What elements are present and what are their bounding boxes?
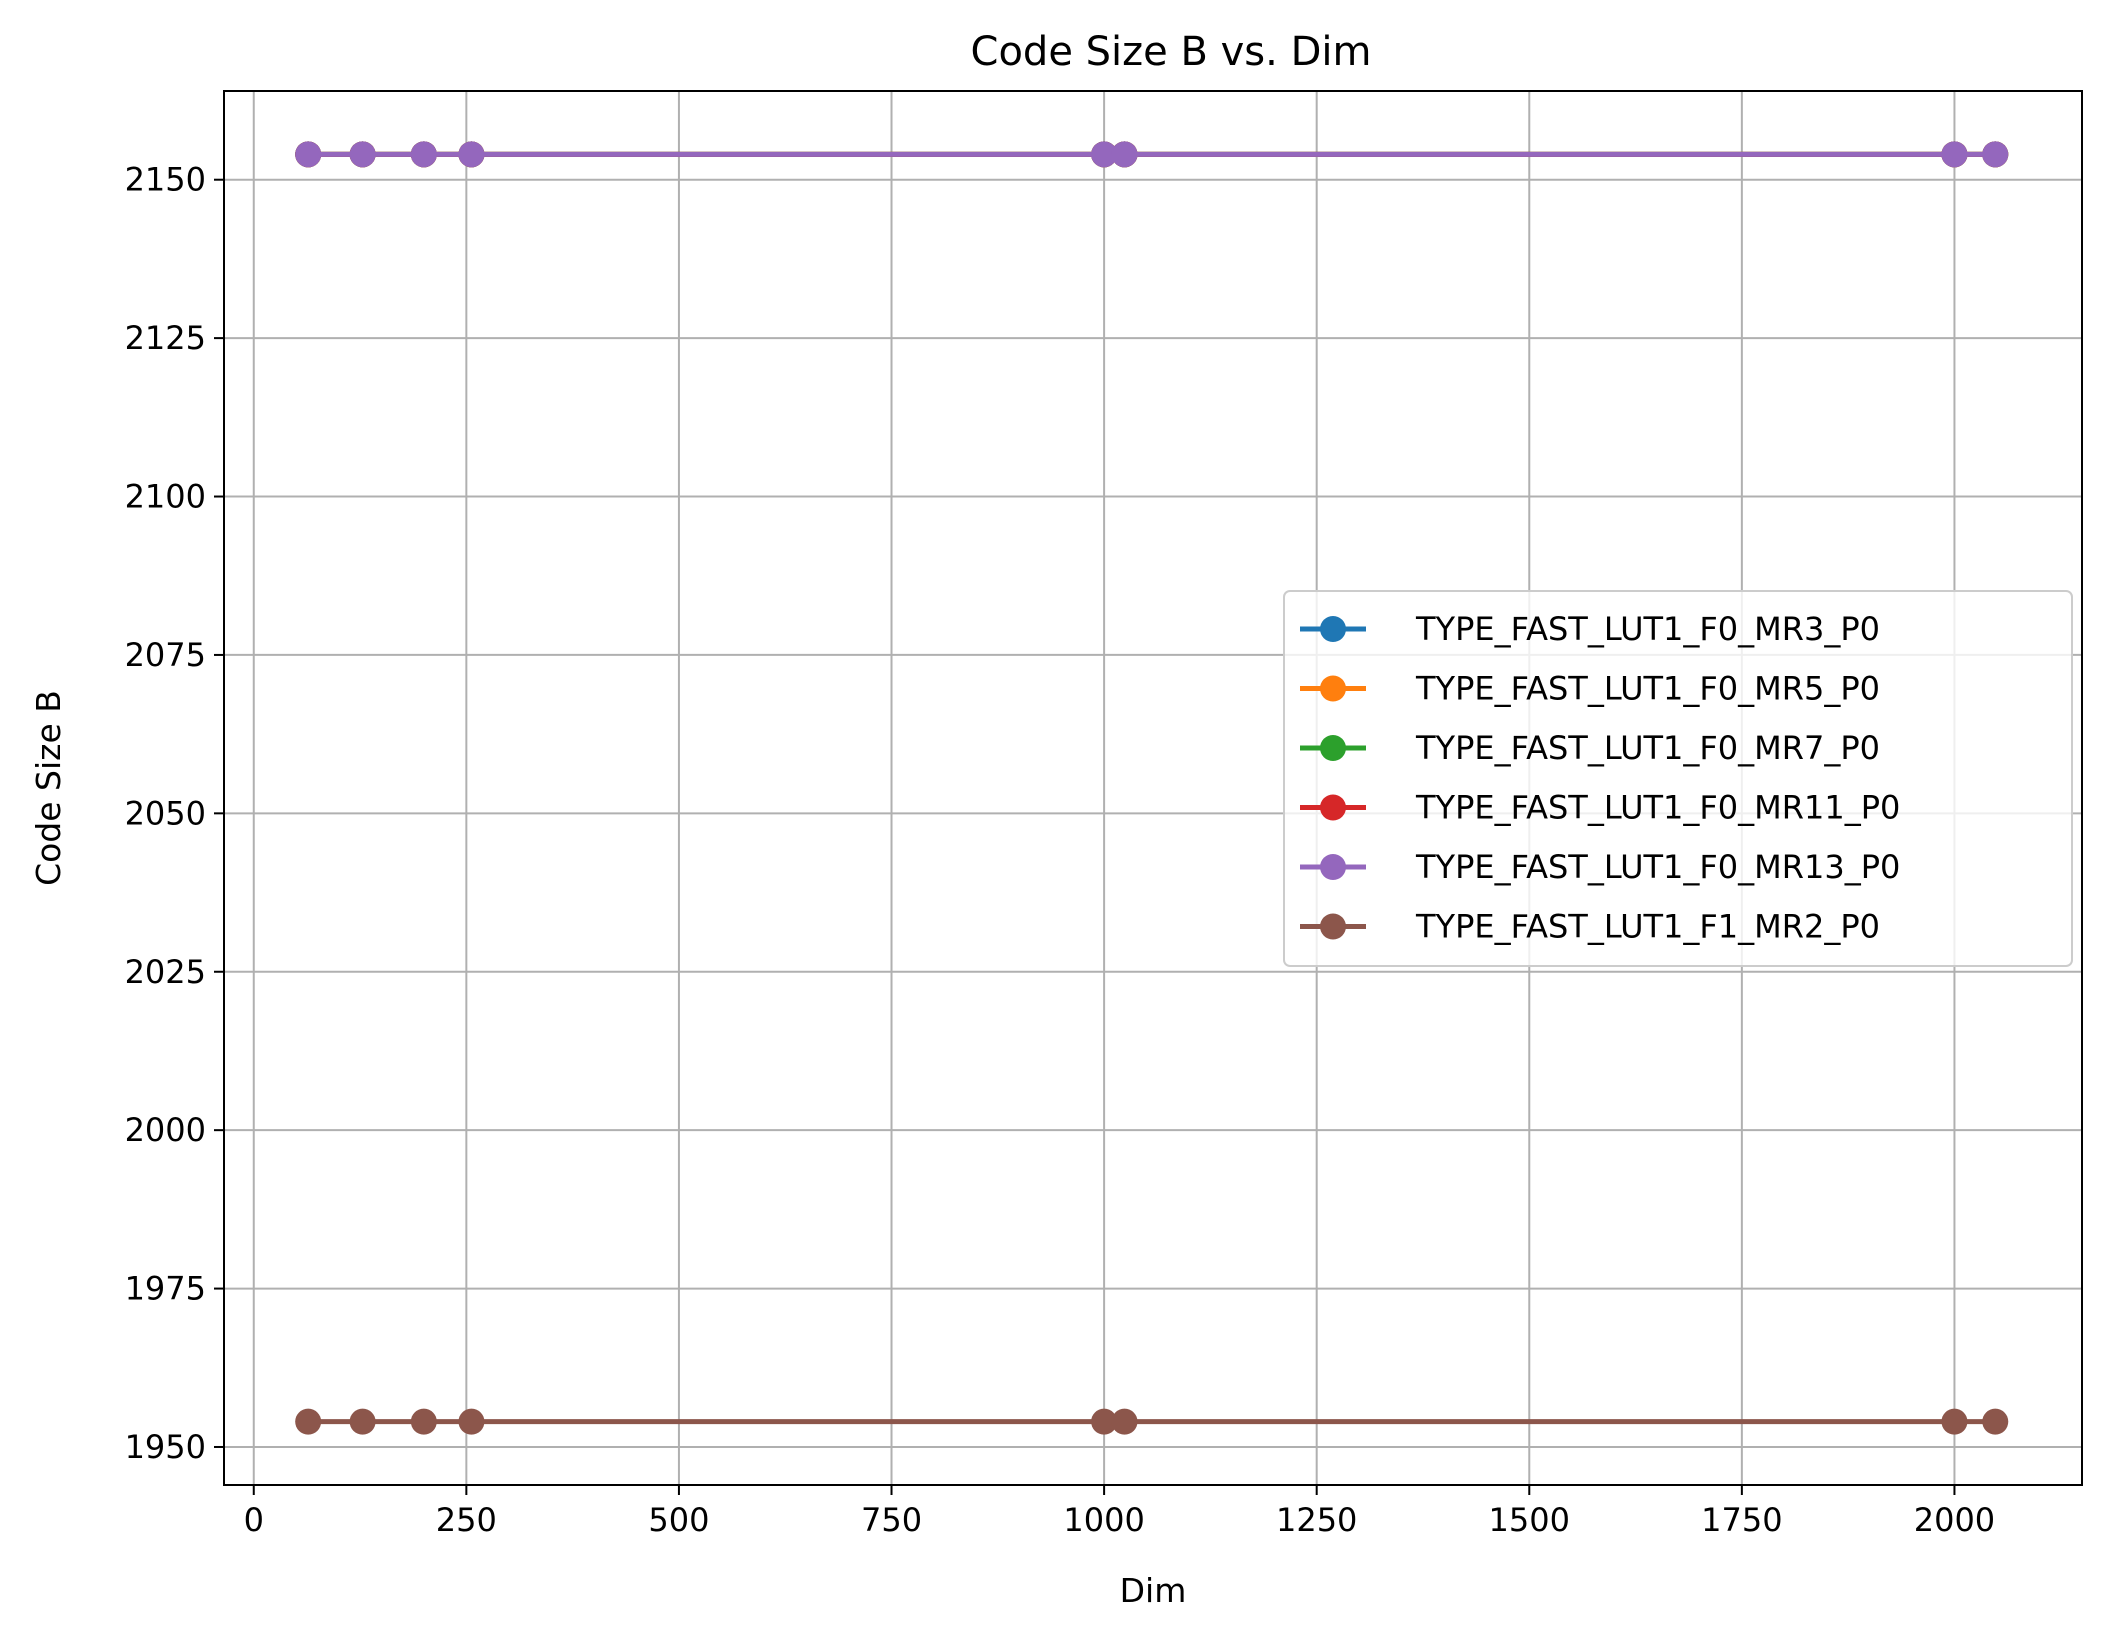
legend-box bbox=[1283, 590, 2073, 967]
chart-title: Code Size B vs. Dim bbox=[971, 29, 1372, 75]
plot-frame bbox=[223, 90, 2083, 1486]
x-tick-label: 250 bbox=[436, 1501, 497, 1539]
legend-marker bbox=[1320, 854, 1346, 880]
y-tick-label: 2025 bbox=[125, 953, 206, 991]
x-tick-label: 500 bbox=[648, 1501, 709, 1539]
data-point bbox=[1941, 1408, 1968, 1435]
legend-entry: TYPE_FAST_LUT1_F0_MR13_P0 bbox=[1300, 848, 1900, 886]
x-tick-label: 1000 bbox=[1063, 1501, 1144, 1539]
legend-label: TYPE_FAST_LUT1_F0_MR11_P0 bbox=[1415, 789, 1900, 827]
x-tick-label: 750 bbox=[861, 1501, 922, 1539]
series-6 bbox=[295, 1408, 2009, 1435]
legend-label: TYPE_FAST_LUT1_F0_MR7_P0 bbox=[1415, 729, 1880, 767]
legend-entry: TYPE_FAST_LUT1_F0_MR5_P0 bbox=[1300, 670, 1880, 708]
legend-entry: TYPE_FAST_LUT1_F0_MR11_P0 bbox=[1300, 789, 1900, 827]
y-tick-label: 2150 bbox=[125, 161, 206, 199]
legend-marker bbox=[1320, 794, 1346, 821]
series-layer bbox=[295, 141, 2009, 1435]
legend-marker bbox=[1320, 675, 1346, 702]
data-point bbox=[458, 141, 485, 168]
y-axis-ticks: 1950 1975 2000 2025 2050 2075 2100 2125 2150 bbox=[125, 161, 224, 1466]
y-tick-label: 1950 bbox=[125, 1428, 206, 1466]
data-point bbox=[1982, 141, 2009, 168]
legend-marker bbox=[1320, 735, 1346, 761]
x-axis-ticks: 0 250 500 750 1000 1250 1500 1750 2000 bbox=[244, 1485, 1995, 1539]
data-point bbox=[295, 141, 322, 168]
data-point bbox=[349, 141, 376, 168]
y-tick-label: 1975 bbox=[125, 1270, 206, 1308]
legend-marker bbox=[1320, 913, 1346, 940]
legend-label: TYPE_FAST_LUT1_F0_MR3_P0 bbox=[1415, 610, 1880, 648]
x-tick-label: 1250 bbox=[1276, 1501, 1357, 1539]
data-point bbox=[1091, 141, 1118, 168]
data-point bbox=[1982, 1408, 2009, 1435]
data-point bbox=[410, 141, 437, 168]
legend-marker bbox=[1320, 616, 1346, 642]
data-point bbox=[1111, 141, 1138, 168]
data-point bbox=[1111, 1408, 1138, 1435]
data-point bbox=[1941, 141, 1968, 168]
legend-label: TYPE_FAST_LUT1_F0_MR13_P0 bbox=[1415, 848, 1900, 886]
data-point bbox=[295, 1408, 322, 1435]
data-point bbox=[410, 1408, 437, 1435]
y-tick-label: 2125 bbox=[125, 319, 206, 357]
legend-entry: TYPE_FAST_LUT1_F0_MR7_P0 bbox=[1300, 729, 1880, 767]
data-point bbox=[1091, 1408, 1118, 1435]
y-tick-label: 2100 bbox=[125, 478, 206, 516]
y-axis-label: Code Size B bbox=[29, 690, 68, 886]
legend-label: TYPE_FAST_LUT1_F1_MR2_P0 bbox=[1415, 908, 1880, 946]
x-tick-label: 2000 bbox=[1914, 1501, 1995, 1539]
x-tick-label: 1750 bbox=[1701, 1501, 1782, 1539]
series-5 bbox=[295, 141, 2009, 168]
legend-entry: TYPE_FAST_LUT1_F0_MR3_P0 bbox=[1300, 610, 1880, 648]
legend-entry: TYPE_FAST_LUT1_F1_MR2_P0 bbox=[1300, 908, 1880, 946]
y-tick-label: 2075 bbox=[125, 636, 206, 674]
y-tick-label: 2000 bbox=[125, 1111, 206, 1149]
x-axis-label: Dim bbox=[1120, 1571, 1187, 1610]
legend: TYPE_FAST_LUT1_F0_MR3_P0 TYPE_FAST_LUT1_F… bbox=[1283, 590, 2073, 967]
y-tick-label: 2050 bbox=[125, 794, 206, 832]
data-point bbox=[458, 1408, 485, 1435]
x-tick-label: 1500 bbox=[1489, 1501, 1570, 1539]
data-point bbox=[349, 1408, 376, 1435]
legend-label: TYPE_FAST_LUT1_F0_MR5_P0 bbox=[1415, 670, 1880, 708]
x-tick-label: 0 bbox=[244, 1501, 264, 1539]
